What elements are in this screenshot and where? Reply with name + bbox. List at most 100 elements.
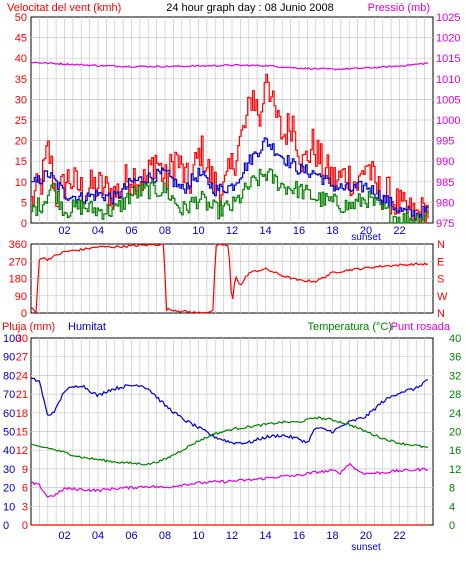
direction-tick-label: 90 xyxy=(15,291,27,303)
wind-grid xyxy=(30,16,434,224)
pressure-tick-label: 1005 xyxy=(436,94,460,106)
time-tick-label: 14 xyxy=(259,530,271,542)
wind-direction-line xyxy=(30,243,429,315)
temperature-tick-label: 4 xyxy=(449,501,455,513)
compass-tick-label: E xyxy=(437,256,444,268)
wind-tick-label: 40 xyxy=(15,53,27,65)
time-tick-label: 02 xyxy=(58,530,70,542)
time-tick-label: 08 xyxy=(159,530,171,542)
time-tick-label: 20 xyxy=(360,225,372,237)
humidity-axis-label: Humitat xyxy=(68,321,106,333)
time-tick-label: 14 xyxy=(259,225,271,237)
direction-tick-label: 0 xyxy=(21,308,27,320)
wind-series xyxy=(30,61,429,224)
pressure-tick-label: 1015 xyxy=(436,53,460,65)
pressure-tick-label: 1020 xyxy=(436,33,460,45)
humidity-line xyxy=(30,377,429,445)
compass-tick-label: N xyxy=(437,239,445,251)
rain-tick-label: 12 xyxy=(16,445,28,457)
time-tick-label: 22 xyxy=(393,530,405,542)
temperature-tick-label: 20 xyxy=(449,427,461,439)
compass-tick-label: W xyxy=(437,291,448,303)
wind-tick-label: 45 xyxy=(15,33,27,45)
humidity-tick-label: 100 xyxy=(3,333,21,345)
rain-tick-label: 0 xyxy=(22,520,28,532)
temperature-axis-labels: 0102030405060708090100036912151821242730… xyxy=(3,333,461,542)
rain-tick-label: 21 xyxy=(16,389,28,401)
temperature-tick-label: 36 xyxy=(449,352,461,364)
time-tick-label: 08 xyxy=(159,225,171,237)
rain-tick-label: 24 xyxy=(16,370,28,382)
temperature-grid xyxy=(30,337,434,526)
rain-tick-label: 15 xyxy=(16,427,28,439)
compass-tick-label: N xyxy=(437,308,445,320)
temperature-series xyxy=(30,377,429,526)
temperature-tick-label: 8 xyxy=(449,483,455,495)
humidity-tick-label: 40 xyxy=(3,445,15,457)
wind-tick-label: 15 xyxy=(15,156,27,168)
time-tick-label: 22 xyxy=(393,225,405,237)
direction-tick-label: 180 xyxy=(9,274,27,286)
wind-average-line xyxy=(31,137,429,221)
wind-tick-label: 30 xyxy=(15,94,27,106)
temperature-tick-label: 28 xyxy=(449,389,461,401)
temperature-tick-label: 12 xyxy=(449,464,461,476)
temperature-tick-label: 24 xyxy=(449,408,461,420)
time-tick-label: 04 xyxy=(92,530,104,542)
temperature-axis-label: Temperatura (°C) xyxy=(308,321,392,333)
rain-tick-label: 27 xyxy=(16,352,28,364)
temperature-tick-label: 16 xyxy=(449,445,461,457)
pressure-tick-label: 980 xyxy=(436,197,454,209)
direction-series xyxy=(30,243,429,315)
wind-axis-labels: 0510152025303540455097598098599099510001… xyxy=(15,12,461,237)
time-tick-label: 16 xyxy=(293,530,305,542)
sunset-label-bottom: sunset xyxy=(351,542,381,553)
humidity-tick-label: 50 xyxy=(3,427,15,439)
temperature-tick-label: 0 xyxy=(449,520,455,532)
wind-tick-label: 25 xyxy=(15,115,27,127)
wind-low-line xyxy=(31,168,429,224)
humidity-tick-label: 60 xyxy=(3,408,15,420)
temperature-humidity-panel: Pluja (mm) Humitat Temperatura (°C) Punt… xyxy=(2,321,461,553)
direction-tick-label: 360 xyxy=(9,239,27,251)
pressure-tick-label: 975 xyxy=(436,218,454,230)
humidity-tick-label: 90 xyxy=(3,352,15,364)
wind-tick-label: 35 xyxy=(15,74,27,86)
chart-title: 24 hour graph day : 08 Junio 2008 xyxy=(166,2,334,14)
wind-tick-label: 0 xyxy=(21,218,27,230)
pressure-axis-label: Pressió (mb) xyxy=(368,2,430,14)
rain-tick-label: 6 xyxy=(22,483,28,495)
compass-tick-label: S xyxy=(437,274,444,286)
rain-tick-label: 3 xyxy=(22,501,28,513)
temperature-line xyxy=(31,416,429,466)
dew-point-line xyxy=(30,462,429,498)
rain-axis-label: Pluja (mm) xyxy=(2,321,55,333)
wind-tick-label: 5 xyxy=(21,197,27,209)
pressure-line xyxy=(30,61,429,71)
pressure-tick-label: 1010 xyxy=(436,74,460,86)
wind-pressure-panel: Velocitat del vent (kmh) 24 hour graph d… xyxy=(7,2,460,243)
humidity-tick-label: 70 xyxy=(3,389,15,401)
rain-tick-label: 9 xyxy=(22,464,28,476)
time-tick-label: 20 xyxy=(360,530,372,542)
sunset-label: sunset xyxy=(351,232,381,243)
time-tick-label: 06 xyxy=(125,225,137,237)
direction-grid xyxy=(30,243,434,314)
rain-tick-label: 30 xyxy=(16,333,28,345)
pressure-tick-label: 1000 xyxy=(436,115,460,127)
time-tick-label: 04 xyxy=(92,225,104,237)
humidity-tick-label: 20 xyxy=(3,483,15,495)
dew-point-axis-label: Punt rosada xyxy=(391,321,451,333)
pressure-tick-label: 990 xyxy=(436,156,454,168)
humidity-tick-label: 30 xyxy=(3,464,15,476)
wind-gust-line xyxy=(31,73,429,224)
wind-tick-label: 10 xyxy=(15,177,27,189)
humidity-tick-label: 10 xyxy=(3,501,15,513)
rain-tick-label: 18 xyxy=(16,408,28,420)
time-tick-label: 02 xyxy=(58,225,70,237)
pressure-tick-label: 1025 xyxy=(436,12,460,24)
time-tick-label: 10 xyxy=(192,530,204,542)
wind-speed-axis-label: Velocitat del vent (kmh) xyxy=(7,2,121,14)
